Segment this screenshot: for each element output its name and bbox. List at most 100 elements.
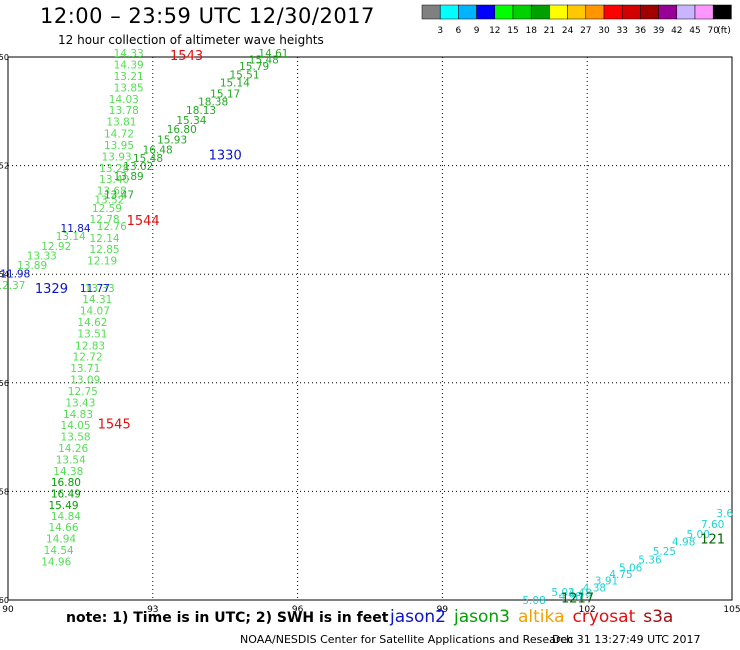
- wave-height-label: 12.78: [90, 214, 120, 226]
- wave-height-label: 14.83: [63, 409, 93, 421]
- wave-height-label: 15.49: [48, 500, 78, 512]
- lat-tick-label: -50: [0, 53, 9, 62]
- wave-height-label: 12.76: [97, 221, 127, 233]
- wave-height-label: 13.14: [56, 231, 86, 243]
- wave-height-label: 13.52: [94, 194, 124, 206]
- wave-height-label: 5.06: [619, 562, 643, 574]
- lon-tick-label: 99: [437, 605, 449, 615]
- wave-height-label: 14.96: [41, 556, 71, 568]
- time-label: 1217: [561, 591, 594, 606]
- time-label: 121: [700, 533, 725, 548]
- wave-height-label: 13.95: [104, 140, 134, 152]
- wave-height-label: 14.61: [258, 48, 288, 60]
- wave-height-label: 11.98: [0, 269, 30, 281]
- wave-height-label: 4.48: [568, 587, 591, 599]
- wave-height-label: 12.83: [75, 340, 105, 352]
- wave-height-label: 13.89: [17, 260, 47, 272]
- generation-timestamp: Dec 31 13:27:49 UTC 2017: [552, 633, 701, 646]
- wave-height-label: 14.84: [51, 511, 81, 523]
- colorbar-label: 27: [580, 26, 591, 36]
- wave-height-label: 16.80: [51, 477, 81, 489]
- wave-height-label: 11.84: [61, 223, 91, 235]
- lat-tick-label: -60: [0, 596, 9, 605]
- wave-height-label: 14.33: [114, 48, 144, 60]
- page-title: 12:00 – 23:59 UTC 12/30/2017: [40, 4, 375, 28]
- wave-height-label: 13.58: [61, 432, 91, 444]
- color-legend: 3 6 9 12 15 18 21 24 27 30 33 36 39 42 45 70(ft): [421, 4, 732, 36]
- lon-tick-label: 93: [147, 605, 158, 615]
- wave-height-label: 15.17: [210, 88, 240, 100]
- wave-height-label: 14.05: [61, 420, 91, 432]
- page-subtitle: 12 hour collection of altimeter wave hei…: [58, 33, 324, 47]
- wave-height-label: 13.02: [123, 161, 153, 173]
- colorbar-label: 30: [598, 26, 610, 36]
- satellite-legend-entry: altika: [518, 607, 565, 627]
- time-label: 1329: [35, 282, 68, 297]
- wave-height-label: 15.51: [229, 69, 259, 81]
- wave-height-label: 7.60: [701, 519, 724, 531]
- lon-tick-label: 105: [723, 605, 740, 615]
- colorbar-label: 70: [707, 26, 719, 36]
- wave-height-label: 13.68: [97, 186, 127, 198]
- wave-height-label: 12.85: [90, 244, 120, 256]
- lon-tick-label: 96: [292, 605, 304, 615]
- wave-height-label: 15.93: [157, 135, 187, 147]
- wave-height-label: 14.26: [58, 443, 88, 455]
- wave-height-label: 12.75: [68, 386, 98, 398]
- colorbar-label: 9: [474, 26, 480, 36]
- wave-height-label: 15.14: [220, 78, 250, 90]
- colorbar-label: 24: [562, 26, 574, 36]
- wave-height-label: 16.48: [143, 144, 173, 156]
- wave-height-label: 12.14: [90, 233, 120, 245]
- wave-height-label: 18.38: [198, 97, 228, 109]
- credit-text: NOAA/NESDIS Center for Satellite Applica…: [240, 633, 574, 646]
- lat-tick-label: -52: [0, 162, 9, 171]
- wave-height-label: 18.13: [186, 105, 216, 117]
- wave-height-label: 16.49: [51, 489, 81, 501]
- wave-height-label: 12.92: [41, 241, 71, 253]
- wave-height-label: 13.40: [99, 174, 129, 186]
- colorbar-label: 15: [507, 26, 518, 36]
- wave-height-label: 15.48: [249, 55, 279, 67]
- wave-height-label: 4.38: [583, 583, 606, 595]
- time-label: 1543: [170, 49, 203, 64]
- wave-height-label: 13.09: [70, 375, 100, 387]
- colorbar-label: 45: [689, 26, 700, 36]
- lon-tick-label: 102: [579, 605, 596, 615]
- colorbar-label: 36: [635, 26, 647, 36]
- wave-height-label: 12.59: [92, 203, 122, 215]
- colorbar-label: 12: [489, 26, 500, 36]
- satellite-legend-entry: jason3: [454, 607, 510, 627]
- time-label: 1545: [98, 418, 131, 433]
- wave-height-label: 13.89: [114, 171, 144, 183]
- note-text: note: 1) Time is in UTC; 2) SWH is in fe…: [66, 610, 389, 626]
- wave-height-label: 4.98: [672, 536, 695, 548]
- wave-height-label: 5.25: [653, 546, 676, 558]
- lat-tick-label: -54: [0, 270, 9, 279]
- wave-height-label: 14.39: [114, 60, 144, 72]
- colorbar-label: 21: [544, 26, 555, 36]
- wave-height-label: 14.66: [48, 522, 78, 534]
- wave-height-label: 13.81: [106, 117, 136, 129]
- wave-height-label: 13.93: [102, 151, 132, 163]
- colorbar-label: 39: [653, 26, 665, 36]
- wave-height-label: 15.48: [133, 153, 163, 165]
- colorbar-label: 6: [456, 26, 462, 36]
- lon-tick-label: 90: [2, 605, 14, 615]
- wave-height-label: 3.6: [716, 508, 733, 520]
- plot-frame: [7, 56, 733, 601]
- wave-height-label: 13.33: [27, 251, 57, 263]
- wave-height-label: 14.62: [77, 317, 107, 329]
- wave-height-label: 14.54: [44, 545, 74, 557]
- wave-height-label: 14.38: [53, 466, 83, 478]
- wave-height-label: 15.34: [176, 115, 206, 127]
- lat-tick-label: -56: [0, 379, 9, 388]
- colorbar-swatch: [712, 4, 732, 20]
- wave-height-label: 12.37: [0, 280, 25, 292]
- wave-height-label: 13.43: [65, 397, 95, 409]
- wave-height-label: 12.72: [73, 352, 103, 364]
- colorbar-label: 18: [525, 26, 537, 36]
- wave-height-label: 5.00: [687, 529, 710, 541]
